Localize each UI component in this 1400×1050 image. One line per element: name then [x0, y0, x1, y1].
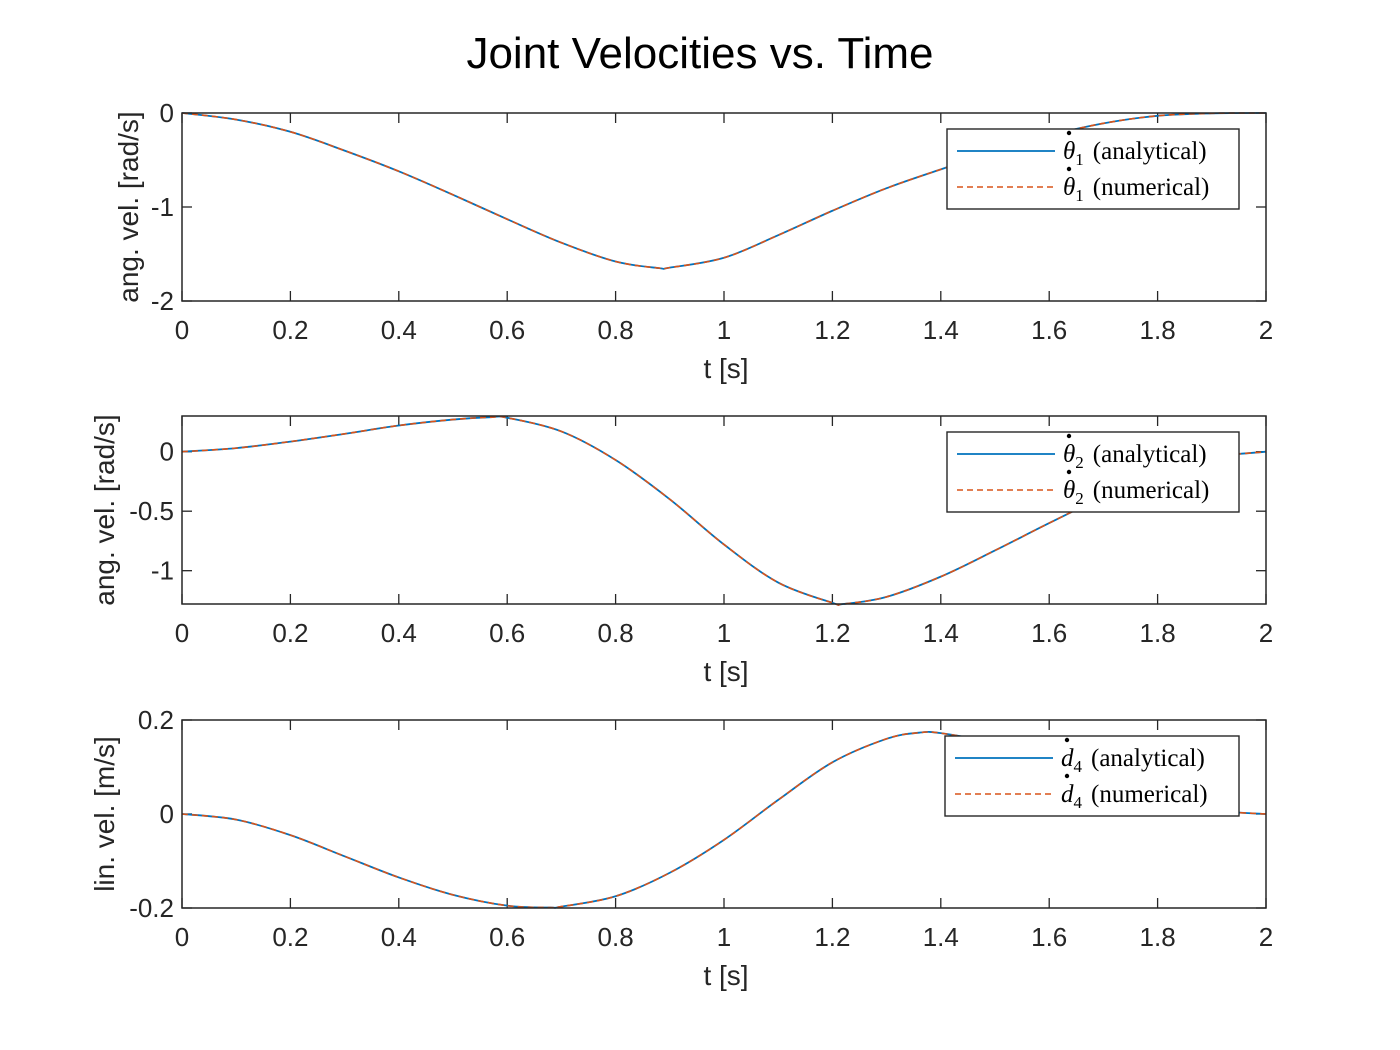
legend-subscript: 2: [1075, 453, 1084, 472]
y-axis-label: ang. vel. [rad/s]: [89, 414, 120, 605]
x-tick-label: 0.8: [598, 922, 634, 952]
legend-symbol: d: [1061, 745, 1074, 772]
x-tick-label: 2: [1259, 618, 1273, 648]
legend-symbol: d: [1061, 781, 1074, 808]
y-axis-label: lin. vel. [m/s]: [89, 736, 120, 892]
x-tick-label: 0.6: [489, 618, 525, 648]
x-tick-label: 0.6: [489, 315, 525, 345]
legend-entry-analytical: θ1 (analytical): [1063, 138, 1207, 169]
legend: d4 (analytical)d4 (numerical): [944, 735, 1240, 817]
x-tick-label: 0.4: [381, 618, 417, 648]
legend-subscript: 1: [1075, 186, 1084, 205]
legend-entry-numerical: θ2 (numerical): [1063, 477, 1209, 508]
x-tick-label: 1: [717, 315, 731, 345]
x-tick-label: 1: [717, 618, 731, 648]
legend-subscript: 4: [1074, 757, 1083, 776]
series-line-numerical: [182, 415, 1266, 606]
legend-box: [946, 431, 1240, 513]
legend-suffix: (numerical): [1093, 477, 1210, 504]
subplot-3: 0 0.2 0.4 0.6 0.8 1 1.2 1.4 1.6 1.8 2-0.200.2t [s]…: [89, 705, 1273, 991]
legend-subscript: 4: [1074, 793, 1083, 812]
legend-dot-accent: [1064, 773, 1070, 779]
x-axis-label: t [s]: [703, 960, 748, 991]
x-tick-label: 1.8: [1140, 315, 1176, 345]
x-tick-label: 1.6: [1031, 922, 1067, 952]
x-tick-label: 1.8: [1140, 618, 1176, 648]
y-tick-label: 0.2: [138, 705, 174, 735]
legend-box: [946, 128, 1240, 210]
legend-suffix: (analytical): [1091, 745, 1205, 772]
subplot-2: 0 0.2 0.4 0.6 0.8 1 1.2 1.4 1.6 1.8 2 -1 -0.5 0 t [s] a…: [89, 414, 1273, 687]
x-tick-label: 0.6: [489, 922, 525, 952]
axes-box: [181, 112, 1267, 302]
x-tick-label: 2: [1259, 315, 1273, 345]
x-tick-label: 0: [175, 618, 189, 648]
x-tick-label: 1.4: [923, 315, 959, 345]
y-tick-label: -0.5: [129, 496, 174, 526]
y-tick-label: 0: [160, 98, 174, 128]
x-tick-label: 0.4: [381, 315, 417, 345]
x-tick-label: 1: [717, 922, 731, 952]
y-tick-label: 0: [160, 437, 174, 467]
x-tick-label: 0.2: [272, 618, 308, 648]
legend-entry-numerical: θ1 (numerical): [1063, 174, 1209, 205]
subplot-1: 0 0.2 0.4 0.6 0.8 1 1.2 1.4 1.6 1.8 2 -2 -1 0 t [s] ang…: [113, 98, 1273, 384]
legend-subscript: 2: [1075, 489, 1084, 508]
legend-suffix: (numerical): [1093, 174, 1210, 201]
series-line-numerical: [182, 112, 1266, 270]
legend-box: [944, 735, 1240, 817]
legend-subscript: 1: [1075, 150, 1084, 169]
legend-suffix: (numerical): [1091, 781, 1208, 808]
legend: θ2 (analytical)θ2 (numerical): [946, 431, 1240, 513]
legend-suffix: (analytical): [1093, 441, 1207, 468]
x-tick-label: 0.2: [272, 315, 308, 345]
x-axis-label: t [s]: [703, 353, 748, 384]
y-tick-label: -1: [151, 192, 174, 222]
y-tick-label: 0: [160, 799, 174, 829]
figure-title: Joint Velocities vs. Time: [466, 29, 933, 78]
legend-symbol: θ: [1063, 441, 1075, 468]
legend-symbol: θ: [1063, 138, 1075, 165]
x-tick-label: 1.6: [1031, 315, 1067, 345]
legend-entry-analytical: d4 (analytical): [1061, 745, 1205, 776]
x-tick-label: 0: [175, 922, 189, 952]
y-tick-label: -1: [151, 556, 174, 586]
legend-entry-numerical: d4 (numerical): [1061, 781, 1208, 812]
x-tick-label: 0.8: [598, 315, 634, 345]
legend-dot-accent: [1066, 433, 1072, 439]
legend-suffix: (analytical): [1093, 138, 1207, 165]
legend-dot-accent: [1066, 166, 1072, 172]
legend-dot-accent: [1064, 737, 1070, 743]
legend-entry-analytical: θ2 (analytical): [1063, 441, 1207, 472]
x-tick-label: 0: [175, 315, 189, 345]
x-tick-label: 0.8: [598, 618, 634, 648]
y-tick-label: -0.2: [129, 893, 174, 923]
x-tick-label: 1.4: [923, 618, 959, 648]
y-axis-label: ang. vel. [rad/s]: [113, 111, 144, 302]
legend-symbol: θ: [1063, 174, 1075, 201]
subplots: 0 0.2 0.4 0.6 0.8 1 1.2 1.4 1.6 1.8 2 -2 -1 0 t [s] ang…: [89, 98, 1273, 991]
x-tick-label: 0.4: [381, 922, 417, 952]
y-tick-label: -2: [151, 286, 174, 316]
x-tick-label: 1.8: [1140, 922, 1176, 952]
legend-symbol: θ: [1063, 477, 1075, 504]
axes-box: [181, 719, 1267, 909]
x-tick-label: 1.2: [814, 315, 850, 345]
x-tick-label: 1.2: [814, 922, 850, 952]
x-tick-label: 0.2: [272, 922, 308, 952]
legend: θ1 (analytical)θ1 (numerical): [946, 128, 1240, 210]
axes-box: [181, 415, 1267, 605]
series-line-numerical: [182, 731, 1266, 909]
x-tick-label: 1.4: [923, 922, 959, 952]
x-tick-label: 1.2: [814, 618, 850, 648]
x-tick-label: 1.6: [1031, 618, 1067, 648]
legend-dot-accent: [1066, 130, 1072, 136]
x-tick-label: 2: [1259, 922, 1273, 952]
x-axis-label: t [s]: [703, 656, 748, 687]
legend-dot-accent: [1066, 469, 1072, 475]
